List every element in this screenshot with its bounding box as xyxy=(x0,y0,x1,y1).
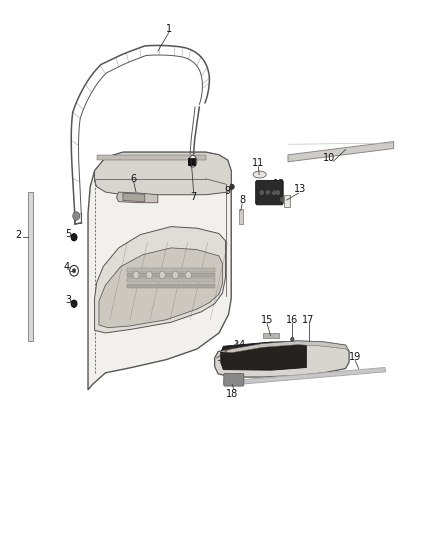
Polygon shape xyxy=(223,368,386,385)
Circle shape xyxy=(71,300,77,308)
Text: 4: 4 xyxy=(63,262,69,272)
Polygon shape xyxy=(288,142,394,162)
Circle shape xyxy=(146,271,152,279)
Text: 7: 7 xyxy=(191,192,197,202)
Polygon shape xyxy=(127,273,215,277)
Text: 14: 14 xyxy=(234,340,246,350)
Circle shape xyxy=(70,265,78,276)
Text: 10: 10 xyxy=(323,152,335,163)
Polygon shape xyxy=(127,268,215,272)
Polygon shape xyxy=(239,209,243,224)
Polygon shape xyxy=(284,195,290,207)
Polygon shape xyxy=(127,278,215,282)
Polygon shape xyxy=(218,341,349,353)
Text: 11: 11 xyxy=(252,158,265,168)
Circle shape xyxy=(266,190,270,195)
Text: 8: 8 xyxy=(239,195,245,205)
Circle shape xyxy=(185,271,191,279)
Text: 17: 17 xyxy=(302,314,314,325)
Circle shape xyxy=(281,197,284,201)
Ellipse shape xyxy=(189,156,197,167)
FancyBboxPatch shape xyxy=(224,373,244,386)
FancyBboxPatch shape xyxy=(188,158,194,165)
Text: 1: 1 xyxy=(166,24,172,34)
Circle shape xyxy=(276,190,280,195)
Circle shape xyxy=(73,212,80,220)
Polygon shape xyxy=(117,192,158,203)
Text: 19: 19 xyxy=(349,352,361,362)
Ellipse shape xyxy=(253,171,266,178)
Text: 2: 2 xyxy=(15,230,21,240)
Polygon shape xyxy=(263,334,279,338)
Polygon shape xyxy=(97,155,206,160)
Text: 5: 5 xyxy=(65,229,71,239)
Text: 6: 6 xyxy=(131,174,137,184)
Text: 18: 18 xyxy=(226,389,238,399)
Polygon shape xyxy=(127,284,215,288)
Circle shape xyxy=(230,184,234,189)
Circle shape xyxy=(159,271,165,279)
Text: 9: 9 xyxy=(225,186,231,196)
Text: 12: 12 xyxy=(273,179,286,189)
Text: 16: 16 xyxy=(286,314,298,325)
Polygon shape xyxy=(99,248,223,328)
Text: 3: 3 xyxy=(65,295,71,305)
Circle shape xyxy=(172,271,178,279)
Polygon shape xyxy=(88,152,231,390)
Polygon shape xyxy=(215,341,349,377)
FancyBboxPatch shape xyxy=(256,180,283,205)
Polygon shape xyxy=(95,152,231,195)
Polygon shape xyxy=(28,192,33,341)
Text: 15: 15 xyxy=(261,314,273,325)
Circle shape xyxy=(71,233,77,241)
Polygon shape xyxy=(95,227,226,333)
Circle shape xyxy=(290,337,294,342)
Polygon shape xyxy=(123,193,145,201)
Circle shape xyxy=(272,190,276,195)
Text: 13: 13 xyxy=(293,184,306,195)
Circle shape xyxy=(72,269,76,273)
Polygon shape xyxy=(221,342,306,370)
Circle shape xyxy=(133,271,139,279)
Circle shape xyxy=(260,190,264,195)
